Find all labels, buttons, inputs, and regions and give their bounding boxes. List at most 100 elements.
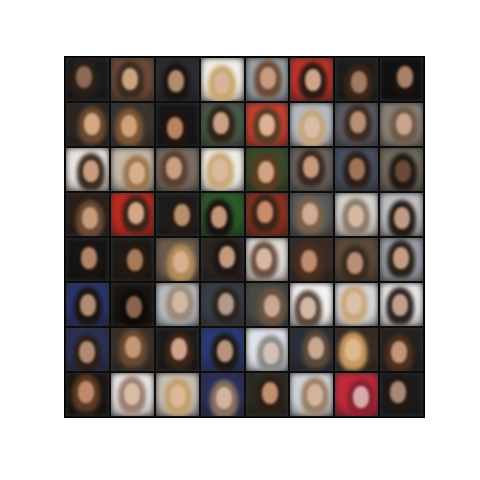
face-thumbnail xyxy=(245,373,289,416)
face-shape xyxy=(167,70,184,92)
face-thumbnail xyxy=(155,103,199,146)
face-shape xyxy=(263,295,280,317)
face-thumbnail xyxy=(335,193,379,236)
face-thumbnail xyxy=(155,148,199,191)
face-thumbnail xyxy=(335,148,379,191)
face-thumbnail xyxy=(66,58,109,101)
face-thumbnail xyxy=(245,193,289,236)
face-thumbnail xyxy=(290,328,334,371)
face-thumbnail xyxy=(200,103,244,146)
face-thumbnail xyxy=(110,148,154,191)
face-shape xyxy=(391,341,408,363)
face-thumbnail xyxy=(66,283,109,326)
face-thumbnail xyxy=(200,328,244,371)
face-thumbnail xyxy=(155,328,199,371)
face-shape xyxy=(305,69,322,91)
face-thumbnail xyxy=(66,238,109,281)
face-shape xyxy=(124,336,141,358)
face-shape xyxy=(128,162,145,184)
face-shape xyxy=(76,66,92,88)
face-shape xyxy=(84,113,100,135)
face-thumbnail xyxy=(66,103,109,146)
face-shape xyxy=(210,206,227,228)
face-shape xyxy=(351,71,368,93)
face-thumbnail xyxy=(245,58,289,101)
face-thumbnail xyxy=(335,58,379,101)
face-thumbnail xyxy=(290,193,334,236)
face-shape xyxy=(79,341,95,363)
face-shape xyxy=(82,207,98,229)
face-shape xyxy=(349,158,366,180)
face-shape xyxy=(347,252,364,274)
face-shape xyxy=(301,250,318,272)
face-shape xyxy=(302,203,319,225)
face-thumbnail xyxy=(110,283,154,326)
generated-face-image-grid xyxy=(64,56,425,418)
face-thumbnail xyxy=(110,238,154,281)
face-thumbnail xyxy=(380,283,423,326)
face-shape xyxy=(120,115,137,137)
face-shape xyxy=(346,292,363,314)
face-shape xyxy=(394,207,411,229)
face-shape xyxy=(123,383,140,405)
face-shape xyxy=(216,340,233,362)
face-shape xyxy=(169,385,186,407)
face-thumbnail xyxy=(66,328,109,371)
face-shape xyxy=(83,160,99,182)
face-thumbnail xyxy=(110,328,154,371)
face-shape xyxy=(81,247,97,269)
face-shape xyxy=(78,381,94,403)
face-shape xyxy=(171,291,188,313)
face-shape xyxy=(307,384,324,406)
face-thumbnail xyxy=(245,103,289,146)
face-shape xyxy=(212,112,229,134)
face-thumbnail xyxy=(200,148,244,191)
face-shape xyxy=(390,381,407,403)
face-thumbnail xyxy=(335,328,379,371)
face-thumbnail xyxy=(66,193,109,236)
face-thumbnail xyxy=(110,373,154,416)
face-thumbnail xyxy=(110,58,154,101)
face-shape xyxy=(304,116,321,138)
face-shape xyxy=(126,249,143,271)
face-thumbnail xyxy=(380,193,423,236)
face-shape xyxy=(259,67,276,89)
face-shape xyxy=(303,156,320,178)
face-shape xyxy=(256,201,273,223)
face-shape xyxy=(255,248,272,270)
face-shape xyxy=(165,157,182,179)
face-thumbnail xyxy=(290,238,334,281)
face-thumbnail xyxy=(380,103,423,146)
face-shape xyxy=(258,114,275,136)
face-shape xyxy=(172,251,189,273)
face-thumbnail xyxy=(155,283,199,326)
face-shape xyxy=(348,205,365,227)
face-thumbnail xyxy=(245,283,289,326)
face-thumbnail xyxy=(335,238,379,281)
face-shape xyxy=(300,297,317,319)
face-thumbnail xyxy=(335,283,379,326)
face-shape xyxy=(170,338,187,360)
face-thumbnail xyxy=(200,238,244,281)
face-shape xyxy=(396,113,413,135)
face-shape xyxy=(218,246,235,268)
face-shape xyxy=(215,387,232,409)
face-thumbnail xyxy=(245,238,289,281)
face-thumbnail xyxy=(155,193,199,236)
face-thumbnail xyxy=(335,373,379,416)
face-shape xyxy=(80,294,96,316)
face-thumbnail xyxy=(200,373,244,416)
face-shape xyxy=(127,202,144,224)
face-shape xyxy=(350,111,367,133)
face-thumbnail xyxy=(245,148,289,191)
face-shape xyxy=(308,337,325,359)
face-shape xyxy=(213,72,230,94)
face-thumbnail xyxy=(380,58,423,101)
face-thumbnail xyxy=(290,373,334,416)
face-shape xyxy=(392,294,409,316)
face-thumbnail xyxy=(200,193,244,236)
face-thumbnail xyxy=(380,373,423,416)
face-thumbnail xyxy=(290,148,334,191)
face-shape xyxy=(395,160,412,182)
